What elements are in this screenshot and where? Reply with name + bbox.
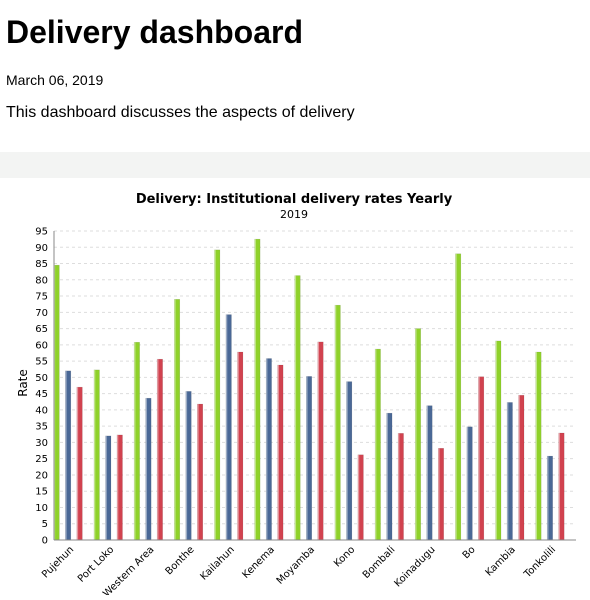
bar-highlight — [518, 395, 520, 540]
axes — [53, 231, 576, 541]
page-title: Delivery dashboard — [6, 14, 303, 50]
x-tick-label: Pujehun — [40, 544, 76, 580]
bar-highlight — [93, 369, 96, 540]
y-tick-label: 35 — [35, 422, 48, 433]
bar-highlight — [386, 413, 388, 540]
bar-highlight — [266, 358, 268, 540]
bar-highlight — [145, 398, 147, 540]
bar-highlight — [294, 275, 297, 540]
bar-highlight — [237, 351, 239, 540]
y-tick-label: 40 — [35, 405, 48, 416]
x-tick-label: Bombali — [361, 544, 398, 581]
report-date: March 06, 2019 — [6, 72, 104, 88]
bar-highlight — [306, 376, 308, 540]
bar-highlight — [76, 387, 79, 540]
bar-highlight — [174, 299, 176, 540]
x-tick-label: Kambia — [484, 544, 518, 578]
bar-highlight — [558, 432, 560, 540]
bar-highlight — [254, 239, 256, 540]
x-tick-label: Bo — [461, 544, 478, 561]
bars — [53, 238, 565, 541]
bar-highlight — [317, 341, 320, 540]
y-tick-label: 25 — [35, 454, 48, 465]
bar-highlight — [346, 381, 348, 540]
x-tick-label: Port Loko — [76, 544, 116, 584]
bar-highlight — [415, 328, 417, 540]
bar-highlight — [507, 402, 509, 540]
y-tick-label: 5 — [42, 519, 48, 530]
y-tick-label: 45 — [35, 389, 48, 400]
section-divider-band — [0, 152, 590, 178]
bar-highlight — [214, 249, 216, 540]
bar-chart: Delivery: Institutional delivery rates Y… — [16, 192, 576, 600]
y-tick-label: 95 — [35, 227, 48, 238]
bar-highlight — [225, 314, 228, 540]
x-tick-label: Moyamba — [275, 544, 317, 586]
bar-highlight — [157, 359, 159, 540]
bar-highlight — [334, 305, 337, 540]
bar-highlight — [197, 404, 199, 540]
bar-highlight — [426, 405, 429, 540]
bar-highlight — [116, 434, 119, 540]
y-tick-label: 20 — [35, 470, 48, 481]
y-tick-label: 0 — [42, 536, 48, 547]
y-tick-label: 90 — [35, 243, 48, 254]
gridlines — [54, 230, 576, 525]
bar-highlight — [375, 349, 377, 540]
y-tick-label: 65 — [35, 324, 48, 335]
bar-highlight — [134, 342, 136, 540]
bar-highlight — [455, 253, 457, 540]
y-tick-label: 70 — [35, 308, 48, 319]
x-tick-label: Kono — [332, 544, 357, 569]
y-tick-label: 55 — [35, 357, 48, 368]
bar-highlight — [185, 391, 188, 540]
bar-highlight — [105, 435, 107, 540]
x-tick-label: Kailahun — [198, 544, 236, 582]
y-tick-label: 50 — [35, 373, 48, 384]
y-tick-label: 80 — [35, 275, 48, 286]
chart-subtitle: 2019 — [280, 208, 308, 221]
x-tick-label: Bonthe — [164, 544, 197, 577]
y-tick-label: 10 — [35, 503, 48, 514]
bar-highlight — [398, 433, 400, 540]
y-tick-label: 15 — [35, 487, 48, 498]
chart-container: Delivery: Institutional delivery rates Y… — [0, 178, 590, 600]
bar-highlight — [478, 376, 480, 540]
bar-highlight — [535, 351, 537, 540]
y-tick-label: 60 — [35, 340, 48, 351]
chart-title: Delivery: Institutional delivery rates Y… — [136, 192, 453, 207]
bar-highlight — [357, 454, 360, 540]
bar-highlight — [438, 448, 440, 540]
y-tick-label: 85 — [35, 259, 48, 270]
y-tick-label: 30 — [35, 438, 48, 449]
bar-highlight — [277, 365, 279, 540]
x-tick-label: Kenema — [240, 544, 276, 580]
bar-highlight — [65, 370, 67, 540]
bar-highlight — [466, 426, 469, 540]
y-axis-ticks: 0 5 10 15 20 25 30 35 40 45 50 55 60 65 70 75 80 85 90 95 — [35, 227, 48, 547]
bar-highlight — [547, 456, 549, 540]
bar-highlight — [495, 340, 497, 540]
y-axis-label: Rate — [16, 369, 30, 397]
x-tick-label: Koinadugu — [392, 544, 437, 589]
x-tick-label: Tonkolili — [522, 544, 558, 580]
dashboard-description: This dashboard discusses the aspects of … — [6, 104, 355, 121]
y-tick-label: 75 — [35, 292, 48, 303]
